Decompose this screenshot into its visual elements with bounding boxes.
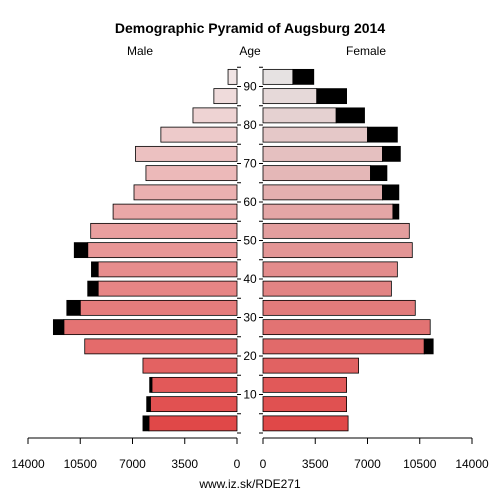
female-bar xyxy=(262,338,425,355)
female-bar xyxy=(262,107,337,124)
female-bar xyxy=(262,242,413,259)
female-x-tick-label: 0 xyxy=(260,457,267,471)
male-x-tick-label: 10500 xyxy=(64,457,98,471)
male-bar xyxy=(213,88,238,105)
male-x-tick-label: 7000 xyxy=(119,457,146,471)
male-bar xyxy=(135,145,238,162)
female-excess-bar xyxy=(335,107,365,124)
female-bar xyxy=(262,396,347,413)
male-bar xyxy=(150,396,238,413)
female-bar xyxy=(262,280,392,297)
female-x-tick-label: 3500 xyxy=(302,457,329,471)
female-bar xyxy=(262,319,431,336)
male-excess-bar xyxy=(142,415,150,432)
female-x-tick-label: 14000 xyxy=(455,457,489,471)
female-excess-bar xyxy=(392,203,400,220)
male-bar xyxy=(133,184,238,201)
age-tick-label: 50 xyxy=(243,234,257,248)
age-tick-label: 30 xyxy=(243,311,257,325)
female-bar xyxy=(262,88,318,105)
female-bar xyxy=(262,357,359,374)
male-bar xyxy=(145,165,238,182)
female-bar xyxy=(262,203,394,220)
age-label: Age xyxy=(239,44,261,58)
female-bar xyxy=(262,126,368,143)
male-label: Male xyxy=(127,44,153,58)
male-bar xyxy=(84,338,238,355)
male-excess-bar xyxy=(91,261,99,278)
age-tick-label: 60 xyxy=(243,195,257,209)
female-excess-bar xyxy=(370,165,388,182)
female-bar xyxy=(262,261,398,278)
age-tick-label: 70 xyxy=(243,157,257,171)
male-bar xyxy=(151,376,238,393)
female-bar xyxy=(262,415,349,432)
male-x-tick-label: 3500 xyxy=(171,457,198,471)
male-bar xyxy=(192,107,238,124)
male-excess-bar xyxy=(66,299,81,316)
male-bar xyxy=(160,126,238,143)
female-excess-bar xyxy=(382,145,401,162)
age-tick-label: 40 xyxy=(243,272,257,286)
male-bar xyxy=(148,415,238,432)
age-tick-label: 10 xyxy=(243,388,257,402)
female-bar xyxy=(262,184,383,201)
male-x-tick-label: 0 xyxy=(234,457,241,471)
female-excess-bar xyxy=(382,184,400,201)
male-bar xyxy=(63,319,238,336)
female-bar xyxy=(262,222,410,239)
female-bar xyxy=(262,376,347,393)
age-tick-label: 90 xyxy=(243,80,257,94)
male-excess-bar xyxy=(52,319,65,336)
female-excess-bar xyxy=(423,338,434,355)
male-bar xyxy=(227,68,238,85)
female-excess-bar xyxy=(367,126,398,143)
male-excess-bar xyxy=(146,396,151,413)
male-bar xyxy=(90,222,238,239)
male-excess-bar xyxy=(149,376,153,393)
female-bar xyxy=(262,299,416,316)
male-bar xyxy=(79,299,238,316)
age-tick-label: 80 xyxy=(243,118,257,132)
female-bar xyxy=(262,68,294,85)
female-x-tick-label: 7000 xyxy=(354,457,381,471)
male-x-tick-label: 14000 xyxy=(11,457,45,471)
male-bar xyxy=(142,357,238,374)
female-excess-bar xyxy=(316,88,348,105)
male-bar xyxy=(97,261,238,278)
male-excess-bar xyxy=(87,280,99,297)
male-bar xyxy=(112,203,238,220)
female-bar xyxy=(262,145,383,162)
chart-title: Demographic Pyramid of Augsburg 2014 xyxy=(115,20,385,36)
age-tick-label: 20 xyxy=(243,349,257,363)
female-x-tick-label: 10500 xyxy=(403,457,437,471)
female-excess-bar xyxy=(292,68,315,85)
male-excess-bar xyxy=(73,242,89,259)
female-bar xyxy=(262,165,371,182)
male-bar xyxy=(97,280,238,297)
female-label: Female xyxy=(346,44,386,58)
male-bar xyxy=(87,242,238,259)
source-footer: www.iz.sk/RDE271 xyxy=(198,477,301,491)
plot-area: 10 20 30 40 50 60 70 80 90 14000 10500 7000 3500 0 0 35… xyxy=(11,66,489,471)
